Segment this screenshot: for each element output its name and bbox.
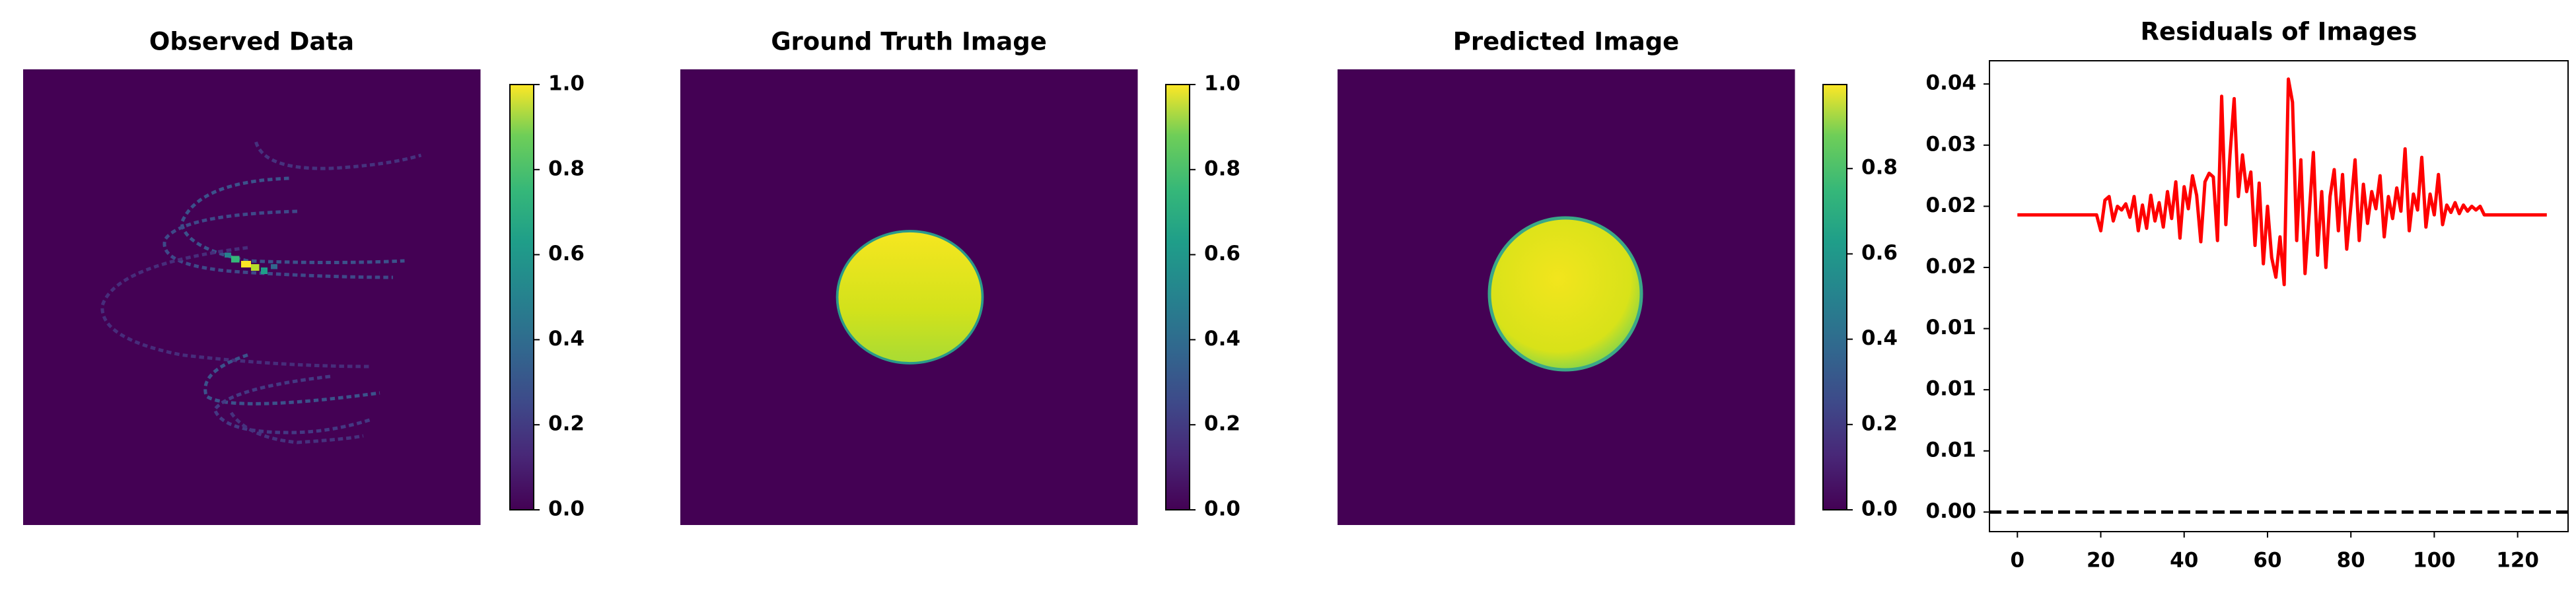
colorbar-tick-label: 0.4 <box>548 327 585 351</box>
predicted-disk <box>1487 216 1643 372</box>
panel-title: Ground Truth Image <box>771 28 1047 56</box>
x-tick-label: 40 <box>2170 549 2198 573</box>
x-tick-label: 100 <box>2413 549 2456 573</box>
panel-title: Residuals of Images <box>2141 18 2417 46</box>
colorbar <box>1822 84 1847 510</box>
y-tick-label: 0.03 <box>1926 132 1977 156</box>
colorbar-tick-label: 0.2 <box>1204 412 1240 436</box>
colorbar-tick-label: 0.2 <box>548 412 585 436</box>
panel-title: Observed Data <box>149 28 354 56</box>
x-tick-label: 20 <box>2087 549 2115 573</box>
x-tick-label: 120 <box>2496 549 2539 573</box>
y-tick-label: 0.04 <box>1926 71 1977 95</box>
colorbar-tick-label: 0.6 <box>1861 241 1898 265</box>
residual-line <box>2017 77 2547 287</box>
colorbar-tick-label: 0.4 <box>1861 326 1898 350</box>
y-tick-label: 0.00 <box>1926 499 1977 523</box>
y-tick-label: 0.02 <box>1926 254 1977 278</box>
axes-frame <box>1989 60 2569 532</box>
ground-truth-disk <box>836 230 984 365</box>
colorbar-tick-label: 0.8 <box>1204 157 1240 180</box>
y-tick-label: 0.01 <box>1926 377 1977 401</box>
colorbar-tick-label: 0.8 <box>548 157 585 180</box>
colorbar-tick-label: 1.0 <box>1204 72 1240 96</box>
colorbar-tick-label: 1.0 <box>548 72 585 96</box>
observed-streaks <box>100 141 422 444</box>
colorbar-tick-label: 0.6 <box>1204 242 1240 265</box>
colorbar-tick-label: 0.0 <box>1861 497 1898 521</box>
colorbar-tick-label: 0.8 <box>1861 156 1898 180</box>
colorbar <box>509 84 534 510</box>
colorbar <box>1165 84 1190 510</box>
image-panels <box>23 69 1795 525</box>
panel-title: Predicted Image <box>1453 28 1680 56</box>
x-tick-label: 0 <box>2010 549 2024 573</box>
colorbar-tick-label: 0.4 <box>1204 327 1240 351</box>
colorbar-tick-label: 0.0 <box>1204 497 1240 521</box>
observed-bright-cells <box>225 252 277 274</box>
colorbar-tick-label: 0.0 <box>548 497 585 521</box>
y-tick-label: 0.01 <box>1926 316 1977 339</box>
x-tick-label: 80 <box>2337 549 2365 573</box>
colorbar-tick-label: 0.6 <box>548 242 585 265</box>
x-tick-label: 60 <box>2253 549 2281 573</box>
colorbar-tick-label: 0.2 <box>1861 411 1898 435</box>
y-tick-label: 0.01 <box>1926 438 1977 462</box>
observed-image <box>23 69 481 525</box>
y-tick-label: 0.02 <box>1926 193 1977 217</box>
